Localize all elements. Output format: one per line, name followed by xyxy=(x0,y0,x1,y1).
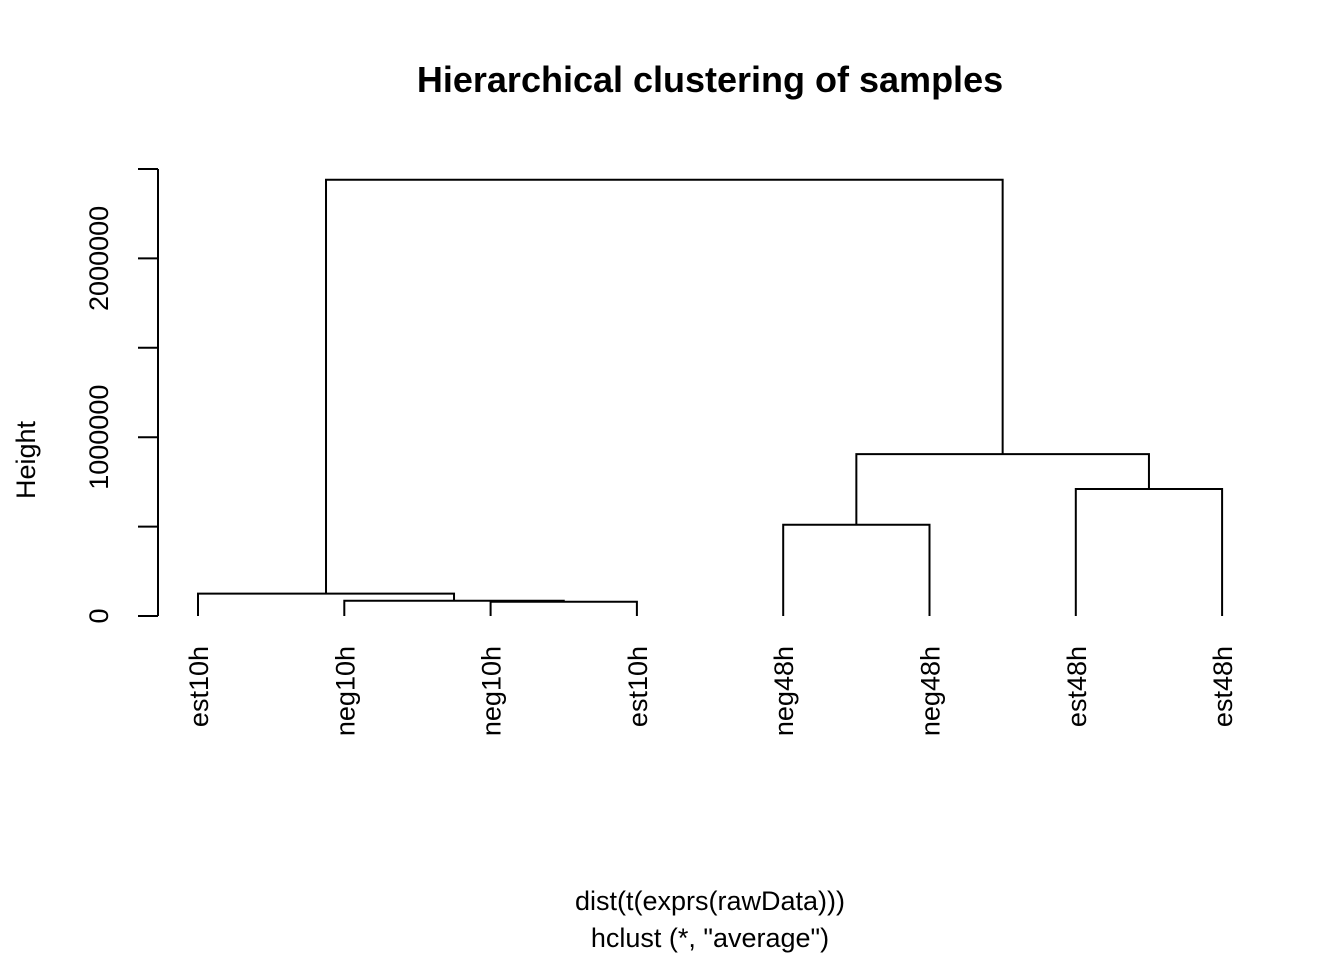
leaf-labels: est10h neg10h neg10h est10h neg48h neg48h est4… xyxy=(184,646,1238,736)
leaf-label: neg48h xyxy=(916,646,946,736)
y-axis-label: Height xyxy=(11,420,41,499)
dendrogram-branches xyxy=(197,178,1224,616)
dendrogram-branch xyxy=(1074,488,1224,616)
leaf-label: est10h xyxy=(184,646,214,727)
chart-title: Hierarchical clustering of samples xyxy=(417,59,1003,100)
dendrogram-branch xyxy=(197,592,456,616)
leaf-label: neg10h xyxy=(477,646,507,736)
x-axis-label: dist(t(exprs(rawData))) xyxy=(575,886,845,916)
y-axis-ticks: 0 1000000 2000000 xyxy=(84,168,158,624)
dendrogram-branch xyxy=(325,178,1004,594)
y-tick-label: 0 xyxy=(84,608,114,623)
leaf-label: est10h xyxy=(623,646,653,727)
leaf-label: neg10h xyxy=(330,646,360,736)
y-tick-label: 1000000 xyxy=(84,385,114,490)
leaf-label: est48h xyxy=(1062,646,1092,727)
leaf-label: est48h xyxy=(1208,646,1238,727)
leaf-label: neg48h xyxy=(769,646,799,736)
dendrogram-branch xyxy=(343,599,565,616)
dendrogram-branch xyxy=(782,523,931,616)
method-label: hclust (*, "average") xyxy=(591,923,829,953)
y-tick-label: 2000000 xyxy=(84,206,114,311)
dendrogram-branch xyxy=(489,600,638,616)
